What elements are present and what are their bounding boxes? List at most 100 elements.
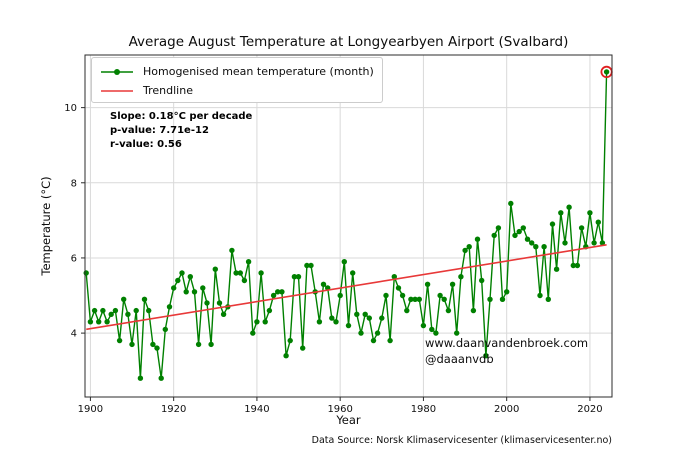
data-point <box>433 330 439 336</box>
data-point <box>529 240 535 246</box>
data-point <box>204 300 210 306</box>
data-point <box>183 289 189 295</box>
data-point <box>520 225 526 231</box>
data-point <box>308 262 314 269</box>
data-point <box>412 296 418 302</box>
x-tick-label: 1940 <box>244 404 269 415</box>
data-point <box>291 274 298 280</box>
data-point <box>191 289 198 295</box>
data-point <box>304 262 310 269</box>
data-point <box>449 281 456 287</box>
data-point <box>474 236 481 242</box>
data-point <box>374 330 381 336</box>
legend-item-temperature: Homogenised mean temperature (month) <box>100 62 382 81</box>
data-point <box>162 326 168 333</box>
data-point <box>220 311 227 317</box>
data-point <box>424 281 431 287</box>
x-tick-label: 2020 <box>577 404 602 415</box>
data-point <box>175 277 181 284</box>
data-point <box>279 289 285 295</box>
data-point <box>333 319 339 325</box>
legend-label-temperature: Homogenised mean temperature (month) <box>143 65 374 78</box>
y-tick-label: 10 <box>64 103 77 114</box>
x-tick-label: 1980 <box>411 404 436 415</box>
data-point <box>512 232 518 239</box>
data-point <box>466 244 472 250</box>
data-point <box>491 232 497 239</box>
data-point <box>399 292 406 299</box>
data-point <box>533 244 539 250</box>
data-point <box>212 266 218 272</box>
data-point <box>487 296 493 302</box>
x-tick-label: 1900 <box>78 404 103 415</box>
data-point <box>241 277 248 284</box>
data-point <box>537 292 543 299</box>
data-point <box>370 337 377 344</box>
y-tick-label: 6 <box>71 253 77 264</box>
data-point <box>187 274 193 280</box>
data-point <box>258 270 264 276</box>
data-point <box>133 307 139 314</box>
chart-title: Average August Temperature at Longyearby… <box>128 34 569 50</box>
data-source: Data Source: Norsk Klimaservicesenter (k… <box>311 435 612 446</box>
data-point <box>387 337 393 344</box>
data-point <box>237 270 243 276</box>
data-point <box>445 307 452 314</box>
data-point <box>275 289 281 295</box>
trendline <box>86 244 607 331</box>
legend-line-dot-icon <box>101 68 133 75</box>
data-point <box>200 285 206 291</box>
data-point <box>283 353 289 359</box>
data-point <box>341 259 347 265</box>
y-tick-label: 8 <box>71 178 77 189</box>
data-point <box>329 315 335 321</box>
data-point <box>574 262 581 269</box>
data-point <box>125 311 131 317</box>
data-point <box>262 319 268 325</box>
data-point <box>549 221 556 227</box>
data-point <box>591 240 597 246</box>
data-point <box>171 285 177 291</box>
x-tick-label: 2000 <box>494 404 519 415</box>
data-point <box>116 337 123 344</box>
data-point <box>458 274 464 280</box>
x-tick-label: 1960 <box>327 404 352 415</box>
data-point <box>479 277 485 284</box>
stat-p-value: p-value: 7.71e-12 <box>110 125 209 136</box>
legend-line-icon <box>101 89 133 92</box>
data-point <box>150 341 156 348</box>
data-point <box>208 341 214 348</box>
stat-r-value: r-value: 0.56 <box>110 139 182 150</box>
data-point <box>245 259 252 265</box>
data-point <box>254 319 260 325</box>
data-point <box>391 274 397 280</box>
y-tick-label: 4 <box>71 329 77 340</box>
data-point <box>408 296 414 302</box>
data-point <box>320 281 327 287</box>
data-point <box>470 307 477 314</box>
data-point <box>141 296 148 302</box>
data-point <box>87 319 94 325</box>
data-point <box>108 311 114 317</box>
data-point <box>179 270 185 276</box>
data-point <box>270 292 277 299</box>
data-point <box>383 292 389 299</box>
data-point <box>603 69 610 75</box>
data-point <box>216 300 223 306</box>
data-point <box>558 210 564 216</box>
data-point <box>437 292 443 299</box>
data-point <box>441 296 447 302</box>
data-point <box>379 315 385 321</box>
data-point <box>358 330 364 336</box>
stat-slope: Slope: 0.18°C per decade <box>110 111 253 122</box>
stats-annotation: Slope: 0.18°C per decade p-value: 7.71e-… <box>110 110 252 152</box>
data-point <box>454 330 460 336</box>
legend-label-trendline: Trendline <box>143 84 193 97</box>
data-point <box>354 311 360 317</box>
data-point <box>96 319 102 325</box>
data-point <box>250 330 256 336</box>
data-point <box>416 296 422 302</box>
data-point <box>562 240 568 246</box>
